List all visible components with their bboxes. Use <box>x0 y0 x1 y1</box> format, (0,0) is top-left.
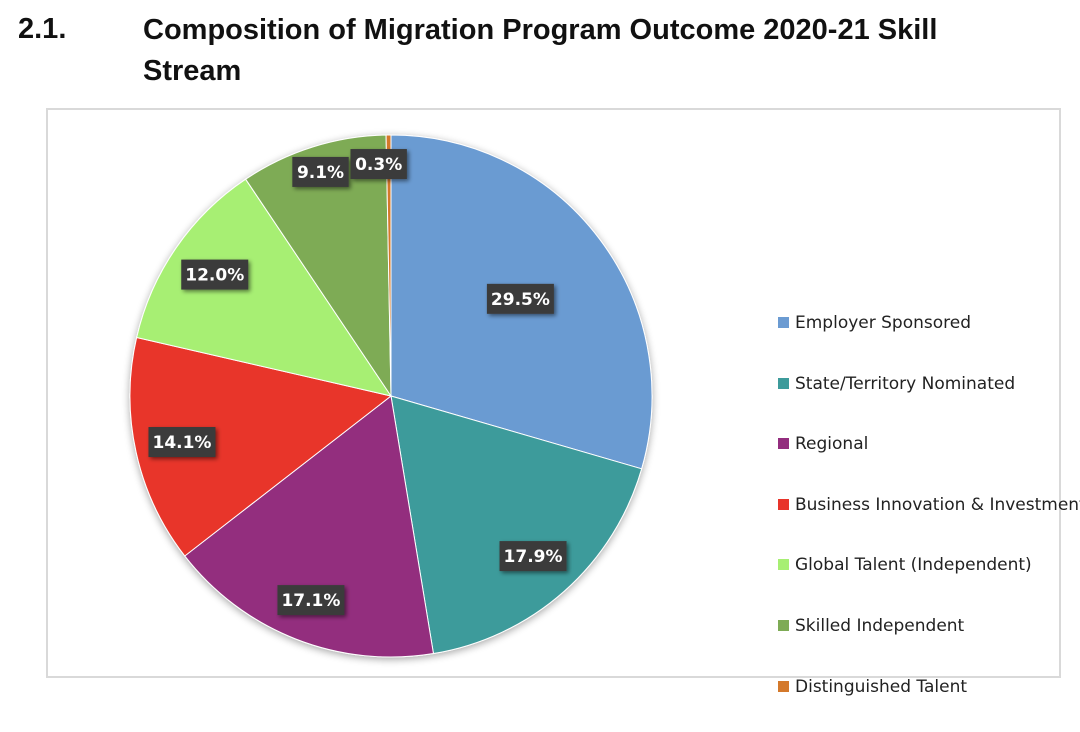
legend-swatch <box>778 317 789 328</box>
data-label-box <box>292 156 349 187</box>
legend-swatch <box>778 498 789 510</box>
data-label-box <box>350 149 407 180</box>
pie-slice-skilled-independent <box>244 134 392 398</box>
data-label-box <box>486 283 554 314</box>
data-label-state-territory-nominated: 17.9% <box>499 541 567 572</box>
data-label-box <box>148 427 216 458</box>
legend-label: Regional <box>795 434 869 455</box>
section-number: 2.1. <box>18 13 67 45</box>
data-label-value: 0.3% <box>355 155 402 175</box>
data-label-box <box>277 585 345 616</box>
legend-item-global-talent-independent: Global Talent (Independent) <box>778 550 1080 611</box>
chart-legend: Employer Sponsored State/Territory Nomina… <box>778 308 1080 732</box>
legend-swatch <box>778 438 789 450</box>
legend-item-state-territory-nominated: State/Territory Nominated <box>778 369 1080 430</box>
data-label-business-innovation-investment: 14.1% <box>148 427 216 458</box>
pie-slices <box>129 134 653 658</box>
legend-item-business-innovation-investment: Business Innovation & Investment <box>778 490 1080 551</box>
pie-slice-global-talent-independent <box>136 178 393 397</box>
legend-label: Skilled Independent <box>795 615 965 636</box>
data-label-employer-sponsored: 29.5% <box>486 283 554 314</box>
legend-item-skilled-independent: Skilled Independent <box>778 611 1080 672</box>
legend-swatch <box>778 619 789 631</box>
page-title: Composition of Migration Program Outcome… <box>143 14 938 87</box>
data-label-box <box>181 259 249 290</box>
data-label-value: 29.5% <box>491 290 550 310</box>
legend-label: Distinguished Talent <box>795 676 968 697</box>
pie-slice-business-innovation-investment <box>129 336 393 557</box>
data-label-value: 17.9% <box>504 547 563 567</box>
legend-item-distinguished-talent: Distinguished Talent <box>778 672 1080 732</box>
data-label-value: 14.1% <box>152 433 211 453</box>
legend-label: Global Talent (Independent) <box>795 555 1032 576</box>
data-label-value: 17.1% <box>281 591 340 611</box>
pie-slice-regional <box>184 395 435 658</box>
data-label-value: 9.1% <box>297 163 344 183</box>
pie-data-labels: 29.5% 17.9% 17.1% 14.1% 12.0% 9.1% 0.3% <box>148 149 567 616</box>
data-label-value: 12.0% <box>185 266 244 286</box>
data-label-distinguished-talent: 0.3% <box>350 149 407 180</box>
pie-slice-state-territory-nominated <box>390 395 643 655</box>
data-label-global-talent-independent: 12.0% <box>181 259 249 290</box>
legend-label: State/Territory Nominated <box>795 373 1016 394</box>
pie-chart: 29.5% 17.9% 17.1% 14.1% 12.0% 9.1% 0.3% <box>129 134 653 658</box>
data-label-skilled-independent: 9.1% <box>292 156 349 187</box>
legend-label: Business Innovation & Investment <box>795 494 1080 515</box>
data-label-regional: 17.1% <box>277 585 345 616</box>
data-label-box <box>499 541 567 572</box>
legend-label: Employer Sponsored <box>795 313 972 333</box>
chart-frame: 29.5% 17.9% 17.1% 14.1% 12.0% 9.1% 0.3% Employ… <box>46 108 1080 697</box>
pie-slice-distinguished-talent <box>385 134 392 397</box>
legend-item-employer-sponsored: Employer Sponsored <box>778 308 1080 369</box>
legend-swatch <box>778 680 789 692</box>
legend-swatch <box>778 559 789 571</box>
legend-item-regional: Regional <box>778 429 1080 490</box>
legend-swatch <box>778 377 789 389</box>
